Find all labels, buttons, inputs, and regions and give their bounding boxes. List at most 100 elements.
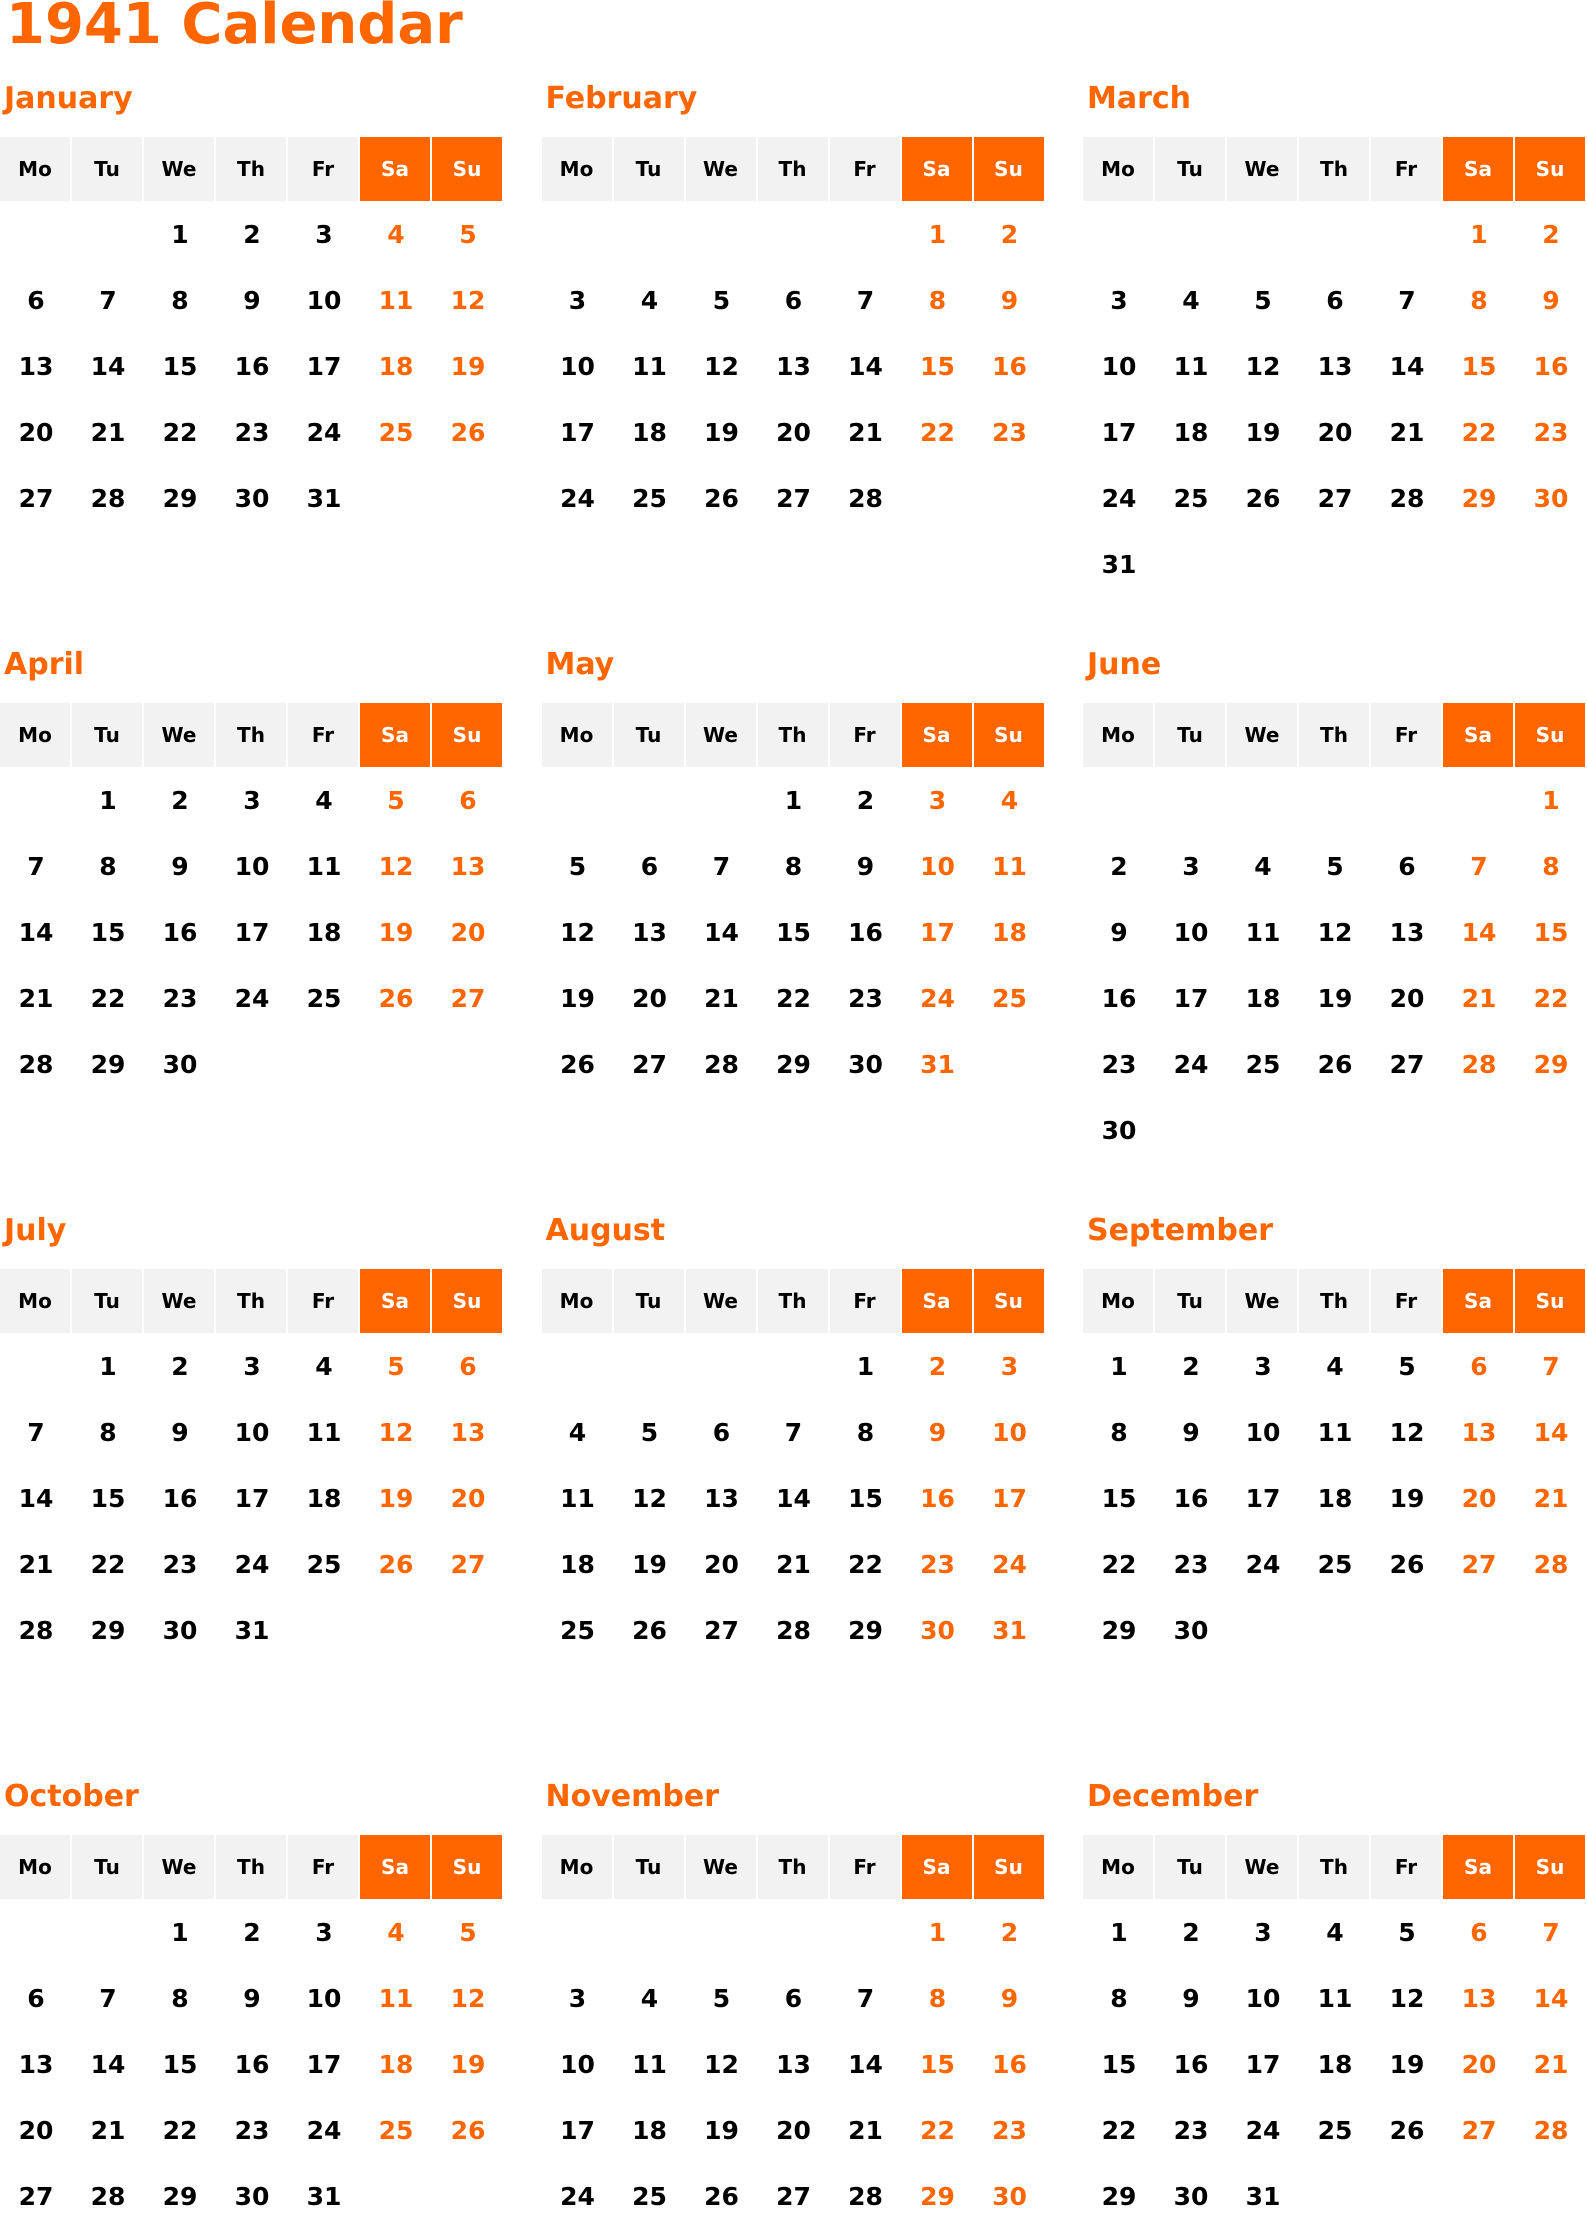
empty-day-cell [902, 465, 974, 531]
day-cell: 3 [1110, 285, 1128, 315]
day-cell: 25 [1317, 1549, 1353, 1579]
weekday-label: Tu [1155, 1269, 1225, 1333]
day-cell: 16 [1173, 1483, 1209, 1513]
day-cell: 29 [90, 1049, 126, 1079]
day-cell: 28 [1533, 2115, 1569, 2145]
day-cell: 9 [1182, 1417, 1200, 1447]
day-cell: 30 [1101, 1115, 1137, 1145]
day-cell: 1 [856, 1351, 875, 1381]
day-cell: 2 [243, 219, 261, 249]
weekday-label: Sa [360, 1269, 430, 1333]
empty-day-cell [542, 1899, 614, 1965]
month-name: November [545, 1779, 720, 1814]
week-row: 8 9 10 11 12 13 14 [1083, 1399, 1587, 1465]
empty-day-cell [686, 767, 758, 833]
day-cell: 2 [1182, 1917, 1200, 1947]
day-cell: 29 [1533, 1049, 1569, 1079]
day-cell: 21 [776, 1549, 811, 1579]
day-cell: 26 [378, 1549, 414, 1579]
day-cell: 19 [560, 983, 595, 1013]
day-cell: 19 [704, 417, 739, 447]
day-cell: 16 [1101, 983, 1137, 1013]
day-cell: 30 [992, 2181, 1027, 2211]
empty-day-cell [432, 1031, 504, 1097]
day-cell: 16 [920, 1483, 955, 1513]
day-cell: 14 [1389, 351, 1425, 381]
month-name: August [545, 1213, 666, 1248]
day-cell: 5 [1398, 1917, 1416, 1947]
day-cell: 15 [162, 351, 198, 381]
empty-day-cell [542, 767, 614, 833]
day-cell: 21 [90, 2115, 126, 2145]
day-cell: 16 [162, 1483, 198, 1513]
day-cell: 31 [1101, 549, 1137, 579]
day-cell: 2 [856, 785, 875, 815]
day-cell: 9 [1000, 285, 1019, 315]
day-cell: 25 [992, 983, 1027, 1013]
day-cell: 10 [306, 1983, 342, 2013]
day-cell: 1 [99, 1351, 117, 1381]
day-cell: 9 [856, 851, 875, 881]
day-cell: 5 [712, 285, 731, 315]
day-cell: 9 [1110, 917, 1128, 947]
day-cell: 21 [1389, 417, 1425, 447]
day-cell: 12 [560, 917, 595, 947]
month-name: July [4, 1213, 67, 1248]
weekday-label: Th [1299, 1269, 1369, 1333]
weekday-label: Tu [72, 1835, 142, 1899]
week-row: 24 25 26 27 28 29 30 [1083, 465, 1587, 531]
day-cell: 28 [18, 1049, 54, 1079]
empty-day-cell [216, 1031, 288, 1097]
empty-day-cell [1371, 1597, 1443, 1663]
day-cell: 31 [992, 1615, 1027, 1645]
day-cell: 4 [1326, 1351, 1344, 1381]
empty-day-cell [1083, 201, 1155, 267]
day-cell: 16 [992, 351, 1027, 381]
weekday-label: Mo [1083, 1269, 1153, 1333]
day-cell: 29 [90, 1615, 126, 1645]
weekday-label: Th [757, 703, 828, 767]
day-cell: 17 [992, 1483, 1027, 1513]
day-cell: 18 [1317, 2049, 1353, 2079]
weekday-label: Mo [1083, 137, 1153, 201]
day-cell: 12 [1317, 917, 1353, 947]
day-cell: 7 [99, 285, 117, 315]
day-cell: 20 [776, 2115, 811, 2145]
week-row: 6 7 8 9 10 11 12 [0, 267, 504, 333]
day-cell: 15 [1101, 2049, 1137, 2079]
day-cell: 19 [704, 2115, 739, 2145]
day-cell: 16 [162, 917, 198, 947]
day-cell: 27 [776, 2181, 811, 2211]
week-row: 8 9 10 11 12 13 14 [1083, 1965, 1587, 2031]
empty-day-cell [614, 767, 686, 833]
day-cell: 5 [459, 219, 477, 249]
day-cell: 6 [784, 285, 803, 315]
week-row: 21 22 23 24 25 26 27 [0, 1531, 504, 1597]
day-cell: 27 [632, 1049, 667, 1079]
empty-day-cell [0, 201, 72, 267]
day-cell: 10 [1245, 1417, 1281, 1447]
day-cell: 16 [848, 917, 883, 947]
empty-day-cell [1443, 1097, 1515, 1163]
weekday-label: We [144, 137, 214, 201]
weekday-header: Mo Tu We Th Fr Sa Su [1083, 703, 1587, 767]
weekday-label: Th [1299, 1835, 1369, 1899]
day-cell: 9 [1542, 285, 1560, 315]
empty-day-cell [758, 1899, 830, 1965]
empty-day-cell [686, 1333, 758, 1399]
empty-day-cell [974, 465, 1046, 531]
weekday-label: Su [432, 1269, 502, 1333]
day-cell: 18 [378, 2049, 414, 2079]
weekday-header: Mo Tu We Th Fr Sa Su [541, 703, 1046, 767]
day-cell: 25 [306, 1549, 342, 1579]
day-cell: 17 [560, 417, 595, 447]
day-cell: 13 [18, 2049, 54, 2079]
day-cell: 26 [450, 417, 486, 447]
day-cell: 25 [378, 417, 414, 447]
day-cell: 29 [848, 1615, 883, 1645]
day-cell: 5 [640, 1417, 659, 1447]
week-row: 22 23 24 25 26 27 28 [1083, 2097, 1587, 2163]
day-cell: 5 [712, 1983, 731, 2013]
day-cell: 18 [560, 1549, 595, 1579]
